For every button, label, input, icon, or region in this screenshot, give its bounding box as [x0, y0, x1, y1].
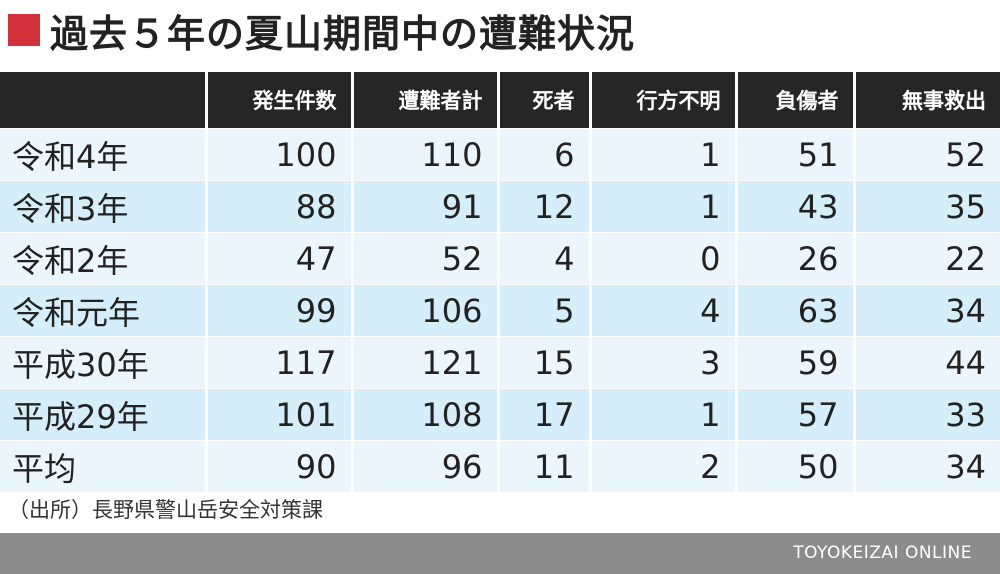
table-cell: 6: [498, 128, 592, 181]
table-row: 平成30年 117 121 15 3 59 44: [0, 336, 1000, 389]
table-cell: 17: [498, 388, 592, 441]
row-label: 令和4年: [0, 128, 208, 181]
chart-title: 過去５年の夏山期間中の遭難状況: [50, 11, 636, 56]
table-row: 令和2年 47 52 4 0 26 22: [0, 232, 1000, 285]
table-cell: 121: [352, 336, 500, 389]
table-cell: 34: [854, 440, 1000, 492]
table-cell: 108: [352, 388, 500, 441]
table-cell: 15: [498, 336, 592, 389]
table-cell: 1: [590, 128, 738, 181]
table-cell: 100: [206, 128, 354, 181]
table-cell: 96: [352, 440, 500, 492]
brand-label: TOYOKEIZAI ONLINE: [793, 543, 972, 563]
source-note: （出所）長野県警山岳安全対策課: [8, 498, 323, 522]
column-header: 負傷者: [736, 72, 856, 129]
table-cell: 51: [736, 128, 856, 181]
column-header: 発生件数: [206, 72, 354, 129]
table-cell: 59: [736, 336, 856, 389]
footer-bar: TOYOKEIZAI ONLINE: [0, 533, 1000, 574]
table-cell: 88: [206, 180, 354, 233]
table-cell: 5: [498, 284, 592, 337]
table-cell: 1: [590, 180, 738, 233]
table-cell: 110: [352, 128, 500, 181]
table-cell: 63: [736, 284, 856, 337]
column-header: 死者: [498, 72, 592, 129]
table-cell: 99: [206, 284, 354, 337]
title-bar: 過去５年の夏山期間中の遭難状況: [8, 6, 635, 56]
table-row: 平成29年 101 108 17 1 57 33: [0, 388, 1000, 441]
row-label: 平成30年: [0, 336, 208, 389]
table-cell: 33: [854, 388, 1000, 441]
column-header: 遭難者計: [352, 72, 500, 129]
table-cell: 117: [206, 336, 354, 389]
table-cell: 106: [352, 284, 500, 337]
table-cell: 43: [736, 180, 856, 233]
column-header: 無事救出: [854, 72, 1000, 129]
table-cell: 57: [736, 388, 856, 441]
table-row: 令和3年 88 91 12 1 43 35: [0, 180, 1000, 233]
table-cell: 26: [736, 232, 856, 285]
table-cell: 22: [854, 232, 1000, 285]
table-cell: 50: [736, 440, 856, 492]
table-cell: 52: [352, 232, 500, 285]
table-cell: 44: [854, 336, 1000, 389]
table-cell: 0: [590, 232, 738, 285]
table-body: 令和4年 100 110 6 1 51 52 令和3年 88 91 12 1 43 35 令和2年 47 52 4…: [0, 128, 1000, 492]
table-cell: 34: [854, 284, 1000, 337]
table-cell: 91: [352, 180, 500, 233]
table-cell: 90: [206, 440, 354, 492]
row-label: 令和元年: [0, 284, 208, 337]
table-row: 平均 90 96 11 2 50 34: [0, 440, 1000, 492]
table-cell: 1: [590, 388, 738, 441]
row-label: 平均: [0, 440, 208, 492]
row-label: 令和2年: [0, 232, 208, 285]
table-cell: 101: [206, 388, 354, 441]
row-label: 令和3年: [0, 180, 208, 233]
header-corner-cell: [0, 72, 208, 129]
title-marker-square: [8, 14, 40, 46]
table-cell: 4: [498, 232, 592, 285]
row-label: 平成29年: [0, 388, 208, 441]
table-cell: 12: [498, 180, 592, 233]
table-cell: 11: [498, 440, 592, 492]
column-header: 行方不明: [590, 72, 738, 129]
table-cell: 4: [590, 284, 738, 337]
table-row: 令和元年 99 106 5 4 63 34: [0, 284, 1000, 337]
table-cell: 47: [206, 232, 354, 285]
table-header-row: 発生件数 遭難者計 死者 行方不明 負傷者 無事救出: [0, 72, 1000, 129]
table-cell: 35: [854, 180, 1000, 233]
data-table: 発生件数 遭難者計 死者 行方不明 負傷者 無事救出 令和4年 100 110 6 1 5…: [0, 72, 1000, 492]
table-cell: 3: [590, 336, 738, 389]
table-row: 令和4年 100 110 6 1 51 52: [0, 128, 1000, 181]
table-cell: 52: [854, 128, 1000, 181]
table-cell: 2: [590, 440, 738, 492]
